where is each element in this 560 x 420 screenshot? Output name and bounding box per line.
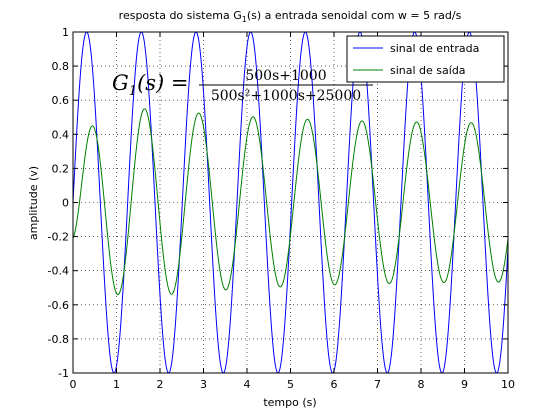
x-tick-label: 8 xyxy=(418,378,425,391)
title-suffix: (s) a entrada senoidal com w = 5 rad/s xyxy=(247,9,462,22)
x-axis-label: tempo (s) xyxy=(263,396,316,409)
y-axis-label: amplitude (v) xyxy=(27,166,40,240)
equation-numerator: 500s+1000 xyxy=(245,68,326,84)
y-tick-label: 0.2 xyxy=(52,162,70,175)
x-tick-label: 4 xyxy=(244,378,251,391)
y-tick-label: -0.4 xyxy=(48,265,69,278)
x-tick-labels: 0 1 2 3 4 5 6 7 8 9 10 xyxy=(70,378,516,391)
y-tick-label: 0 xyxy=(62,197,69,210)
equation-g-subscript: 1 xyxy=(129,84,137,99)
x-tick-label: 0 xyxy=(70,378,77,391)
title-subscript: 1 xyxy=(242,15,247,24)
y-tick-labels: -1 -0.8 -0.6 -0.4 -0.2 0 0.2 0.4 0.6 0.8 1 xyxy=(48,26,69,380)
legend-label-saida: sinal de saída xyxy=(390,64,466,77)
transfer-function-annotation: G1(s) = 500s+1000 500s²+1000s+25000 xyxy=(112,68,373,104)
y-tick-label: -1 xyxy=(58,367,69,380)
x-tick-label: 10 xyxy=(501,378,515,391)
y-tick-label: -0.2 xyxy=(48,231,69,244)
y-tick-label: -0.6 xyxy=(48,299,69,312)
chart-title: resposta do sistema G1(s) a entrada seno… xyxy=(119,9,462,24)
series-line-saida xyxy=(72,108,509,296)
equation-denominator: 500s²+1000s+25000 xyxy=(211,88,361,104)
tick-marks xyxy=(72,31,509,374)
equation-lhs-rest: (s) = xyxy=(137,71,188,95)
equation-lhs: G1(s) = xyxy=(112,71,189,99)
y-tick-label: 1 xyxy=(62,26,69,39)
y-tick-label: 0.4 xyxy=(52,128,70,141)
x-tick-label: 5 xyxy=(287,378,294,391)
x-tick-label: 3 xyxy=(200,378,207,391)
x-tick-label: 7 xyxy=(374,378,381,391)
legend-box xyxy=(346,35,505,83)
legend-label-entrada: sinal de entrada xyxy=(390,42,479,55)
x-tick-label: 2 xyxy=(157,378,164,391)
legend: sinal de entrada sinal de saída xyxy=(346,35,505,83)
y-tick-label: 0.8 xyxy=(52,60,70,73)
series-line-entrada xyxy=(72,31,509,374)
x-tick-label: 1 xyxy=(113,378,120,391)
equation-g: G xyxy=(112,71,129,95)
y-tick-label: 0.6 xyxy=(52,94,70,107)
title-prefix: resposta do sistema G xyxy=(119,9,242,22)
x-tick-label: 6 xyxy=(331,378,338,391)
plot-lines xyxy=(72,31,509,374)
y-tick-label: -0.8 xyxy=(48,333,69,346)
x-tick-label: 9 xyxy=(461,378,468,391)
